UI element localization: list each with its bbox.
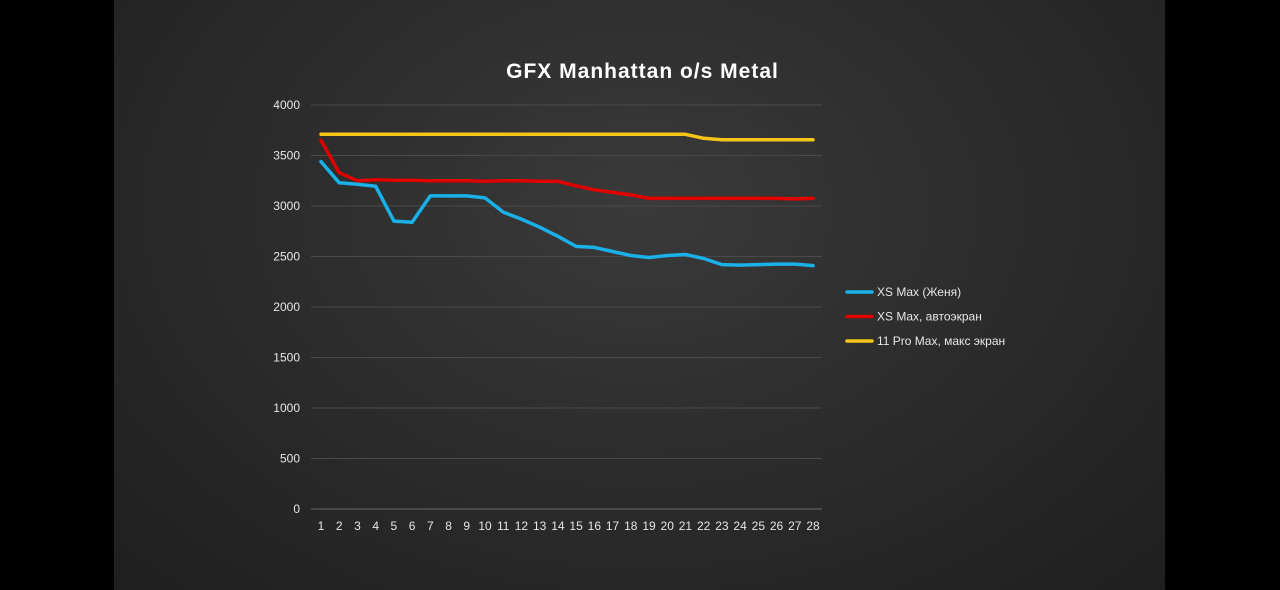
legend-label: 11 Pro Max, макс экран — [877, 334, 1005, 348]
legend-label: XS Max, автоэкран — [877, 310, 982, 324]
y-tick-label: 4000 — [273, 98, 300, 112]
series-line — [319, 132, 815, 142]
y-tick-label: 3000 — [273, 199, 300, 213]
y-tick-label: 2000 — [273, 300, 300, 314]
series-line — [319, 159, 815, 268]
x-tick-label: 28 — [806, 519, 820, 533]
x-tick-label: 16 — [588, 519, 602, 533]
x-tick-label: 18 — [624, 519, 638, 533]
legend-label: XS Max (Женя) — [877, 285, 961, 299]
x-tick-label: 5 — [391, 519, 398, 533]
y-tick-label: 1000 — [273, 401, 300, 415]
y-tick-label: 0 — [293, 502, 300, 516]
x-tick-label: 24 — [733, 519, 747, 533]
x-tick-label: 1 — [318, 519, 325, 533]
x-tick-label: 13 — [533, 519, 547, 533]
x-tick-label: 7 — [427, 519, 434, 533]
x-tick-label: 22 — [697, 519, 711, 533]
x-tick-label: 17 — [606, 519, 620, 533]
x-tick-label: 21 — [679, 519, 693, 533]
chart-slide: GFX Manhattan o/s Metal 0 500 1000 1500 2000… — [114, 0, 1165, 590]
x-tick-label: 10 — [478, 519, 492, 533]
x-tick-label: 23 — [715, 519, 729, 533]
x-tick-label: 14 — [551, 519, 565, 533]
x-tick-label: 26 — [770, 519, 784, 533]
x-tick-label: 11 — [497, 519, 510, 533]
x-tick-label: 8 — [445, 519, 452, 533]
x-tick-label: 6 — [409, 519, 416, 533]
x-tick-label: 2 — [336, 519, 343, 533]
x-tick-label: 20 — [661, 519, 675, 533]
chart-title: GFX Manhattan o/s Metal — [506, 60, 779, 83]
x-tick-label: 12 — [515, 519, 529, 533]
series-line — [319, 138, 815, 201]
y-tick-label: 3500 — [273, 149, 300, 163]
x-tick-label: 3 — [354, 519, 361, 533]
y-tick-label: 2500 — [273, 250, 300, 264]
x-tick-label: 27 — [788, 519, 802, 533]
x-tick-label: 19 — [642, 519, 656, 533]
x-tick-label: 15 — [569, 519, 583, 533]
x-tick-label: 25 — [752, 519, 766, 533]
y-tick-label: 1500 — [273, 351, 300, 365]
x-tick-label: 4 — [372, 519, 379, 533]
x-tick-label: 9 — [463, 519, 470, 533]
y-tick-label: 500 — [280, 452, 300, 466]
